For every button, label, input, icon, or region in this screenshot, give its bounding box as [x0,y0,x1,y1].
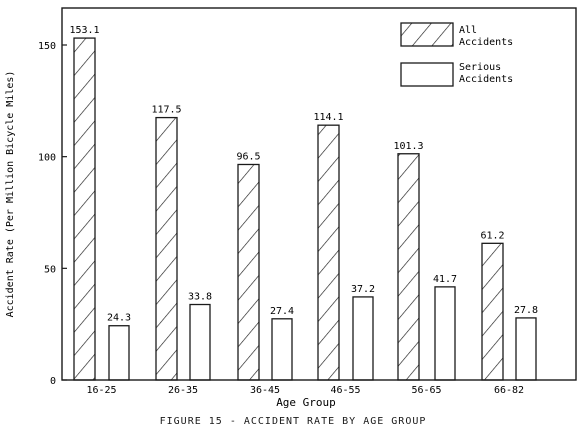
x-tick-label: 66-82 [494,385,524,396]
data-label-serious-accidents: 27.4 [270,306,294,317]
y-tick-label: 150 [38,41,56,52]
data-label-all-accidents: 96.5 [236,151,260,162]
bar-all-accidents [317,124,340,381]
y-axis-ticks: 0 50 100 150 [38,41,67,387]
y-tick-label: 100 [38,153,56,164]
bar-all-accidents [481,242,504,381]
legend-swatch-serious-accidents [400,62,454,87]
data-label-all-accidents: 114.1 [313,112,343,123]
legend: All Accidents Serious Accidents [400,22,513,87]
data-label-serious-accidents: 37.2 [351,284,375,295]
data-label-serious-accidents: 24.3 [107,313,131,324]
x-tick-label: 46-55 [330,385,360,396]
bar-all-accidents [155,116,178,381]
data-label-serious-accidents: 27.8 [514,305,538,316]
bar-serious-accidents [352,296,374,381]
x-tick-label: 56-65 [411,385,441,396]
bar-serious-accidents [108,325,130,381]
bar-serious-accidents [189,303,211,381]
bars-layer: 153.1 117.5 96.5 114.1 101.3 61.2 24.3 33.8 27.4… [69,25,538,381]
x-tick-label: 16-25 [86,385,116,396]
bar-serious-accidents [434,286,456,381]
data-label-all-accidents: 153.1 [69,25,99,36]
x-tick-label: 36-45 [250,385,280,396]
y-tick-label: 50 [44,264,56,275]
bar-all-accidents [397,153,420,381]
legend-label-serious-line1: Serious [459,62,501,73]
bar-serious-accidents [515,317,537,381]
legend-label-all-line1: All [459,25,477,36]
figure-caption: FIGURE 15 - ACCIDENT RATE BY AGE GROUP [159,416,427,427]
data-label-serious-accidents: 33.8 [188,292,212,303]
x-axis-ticks: 16-25 26-35 36-45 46-55 56-65 66-82 [86,385,524,396]
legend-label-serious-line2: Accidents [459,74,513,85]
bar-all-accidents [237,163,260,381]
legend-swatch-all-accidents [400,22,454,47]
data-label-all-accidents: 101.3 [393,141,423,152]
data-label-all-accidents: 117.5 [151,105,181,116]
data-label-serious-accidents: 41.7 [433,274,457,285]
y-axis-label: Accident Rate (Per Million Bicycle Miles… [5,71,16,318]
bar-all-accidents [73,37,96,381]
y-tick-label: 0 [50,376,56,387]
bar-serious-accidents [271,318,293,381]
x-axis-label: Age Group [276,396,336,409]
data-label-all-accidents: 61.2 [480,230,504,241]
legend-label-all-line2: Accidents [459,37,513,48]
x-tick-label: 26-35 [168,385,198,396]
